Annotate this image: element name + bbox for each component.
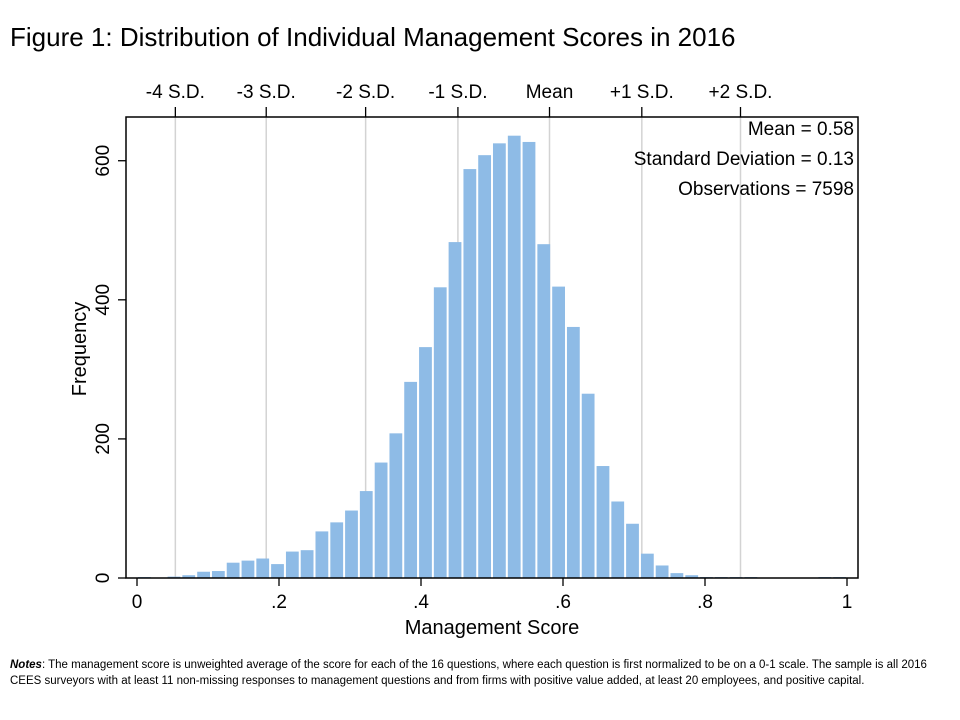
sd-label: Mean (526, 82, 574, 103)
histogram-bar (566, 326, 580, 578)
histogram-bar (655, 565, 669, 578)
histogram-bar (359, 491, 373, 578)
x-tick-label: .4 (413, 592, 429, 613)
histogram-bar (448, 242, 462, 578)
histogram-bar (285, 551, 299, 578)
histogram-bar (419, 347, 432, 578)
histogram-bar (463, 169, 477, 578)
stats-line: Standard Deviation = 0.13 (634, 149, 854, 170)
histogram-bar (478, 155, 492, 578)
histogram-bar (226, 562, 240, 578)
histogram-bar (389, 433, 403, 578)
histogram-bar (581, 393, 595, 578)
histogram-bar (670, 573, 684, 578)
stats-line: Mean = 0.58 (748, 119, 854, 140)
x-tick-label: .8 (697, 592, 713, 613)
y-tick-label: 200 (93, 423, 114, 455)
x-axis-label: Management Score (405, 617, 580, 639)
histogram-bars (137, 135, 847, 578)
histogram-bar (256, 558, 270, 578)
histogram-bar (611, 501, 625, 578)
sd-label: +1 S.D. (610, 82, 674, 103)
figure-title: Figure 1: Distribution of Individual Man… (10, 22, 736, 52)
histogram-bar (522, 141, 536, 578)
sd-label: -3 S.D. (237, 82, 296, 103)
histogram-bar (596, 466, 610, 578)
sd-label: -2 S.D. (336, 82, 395, 103)
histogram-bar (197, 571, 210, 578)
histogram-bar (345, 510, 358, 578)
stats-box: Mean = 0.58 Standard Deviation = 0.13 Obse… (634, 119, 854, 200)
histogram-bar (552, 286, 565, 578)
x-tick-label: .6 (555, 592, 571, 613)
y-axis-label: Frequency (69, 302, 91, 397)
notes-text: : The management score is unweighted ave… (10, 659, 927, 687)
x-tick-label: 1 (842, 592, 853, 613)
figure-notes: Notes: The management score is unweighte… (10, 657, 950, 689)
histogram-chart: 0 .2 .4 .6 .8 1 0 200 400 600 -4 S.D. -3 S.D. -2 S.… (69, 82, 859, 639)
chart-axes: 0 .2 .4 .6 .8 1 0 200 400 600 (93, 116, 859, 613)
histogram-bar (404, 381, 418, 578)
sd-label: -1 S.D. (428, 82, 487, 103)
plot-frame (125, 116, 859, 579)
y-tick-label: 600 (93, 145, 114, 177)
histogram-bar (211, 571, 225, 578)
histogram-bar (507, 135, 521, 578)
histogram-bar (300, 550, 314, 578)
histogram-bar (182, 575, 196, 578)
y-tick-label: 400 (93, 284, 114, 316)
sd-reference-lines (174, 117, 742, 578)
histogram-bar (685, 575, 699, 578)
histogram-bar (330, 522, 344, 578)
histogram-bar (492, 143, 506, 578)
sd-axis-labels: -4 S.D. -3 S.D. -2 S.D. -1 S.D. Mean +1 S.D. +… (146, 82, 773, 117)
x-tick-label: .2 (271, 592, 287, 613)
histogram-bar (241, 560, 255, 578)
histogram-bar (315, 531, 329, 578)
stats-line: Observations = 7598 (678, 179, 854, 200)
sd-label: +2 S.D. (709, 82, 773, 103)
histogram-bar (374, 462, 388, 578)
notes-label: Notes (10, 659, 42, 671)
histogram-bar (433, 287, 447, 578)
histogram-bar (640, 553, 654, 578)
histogram-bar (271, 564, 284, 578)
y-tick-label: 0 (93, 573, 114, 584)
sd-label: -4 S.D. (146, 82, 205, 103)
histogram-bar (626, 523, 639, 578)
x-tick-label: 0 (132, 592, 143, 613)
histogram-bar (537, 244, 551, 578)
